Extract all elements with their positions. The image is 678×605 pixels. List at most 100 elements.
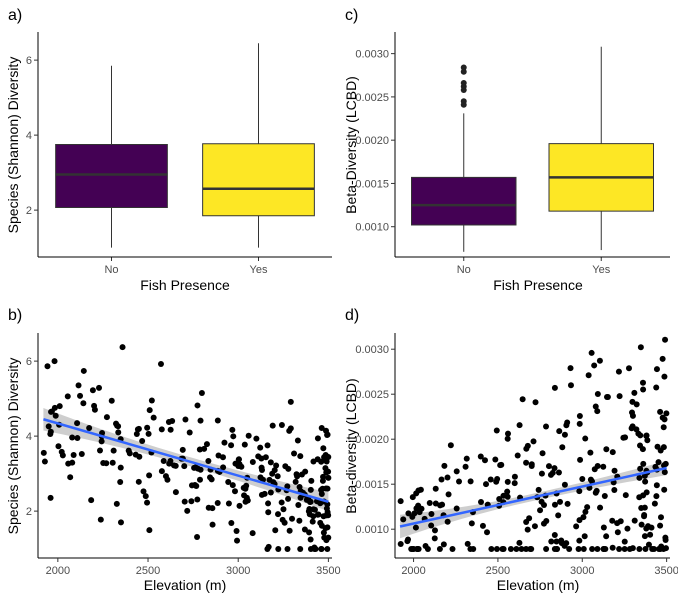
panel-b-point — [40, 449, 47, 456]
panel-b-point — [287, 398, 294, 405]
panel-d-point — [592, 489, 599, 496]
panel-d-point — [530, 438, 537, 445]
panel-b-point — [301, 526, 308, 533]
panel-d-point — [449, 546, 456, 552]
panel-d-point — [645, 541, 652, 548]
panel-d-point — [626, 546, 633, 552]
panel-b-point — [194, 496, 201, 503]
panel-b-point — [44, 363, 51, 370]
panel-d-point — [504, 478, 511, 485]
panel-d-point — [564, 500, 571, 507]
panel-b-point — [205, 504, 212, 511]
panel-d-point — [431, 535, 438, 542]
panel-b-point — [265, 509, 272, 516]
panel-d-point — [638, 505, 645, 512]
panel-d-point — [641, 533, 648, 540]
panel-d-point — [581, 533, 588, 540]
panel-d-point — [487, 476, 494, 483]
panel-d-point — [551, 501, 558, 508]
panel-b-point — [284, 546, 291, 552]
panel-d-point — [492, 456, 499, 463]
panel-d-point — [523, 519, 530, 526]
panel-b-point — [135, 478, 142, 485]
panel-b-point — [209, 521, 216, 528]
panel-b-point — [278, 422, 285, 429]
panel-b-point — [221, 439, 228, 446]
panel-b-point — [181, 498, 188, 505]
panel-d: d) 0.0010 0.0015 0.0020 0.0025 0.0030 2000 250… — [343, 307, 678, 593]
panel-b-point — [150, 414, 157, 421]
panel-d-point — [500, 492, 507, 499]
panel-d-point — [498, 461, 505, 468]
panel-b-point — [309, 518, 316, 525]
panel-b-point — [117, 464, 124, 471]
panel-d-point — [657, 408, 664, 415]
panel-d-point — [464, 540, 471, 547]
panel-d-point — [580, 514, 587, 521]
panel-b-trend-line — [43, 418, 329, 503]
panel-d-point — [549, 469, 556, 476]
panel-b-xlabel: Elevation (m) — [144, 577, 226, 593]
panel-d-point — [415, 546, 422, 552]
panel-d-point — [557, 498, 564, 505]
panel-d-point — [661, 469, 668, 476]
panel-d-label: d) — [345, 307, 359, 324]
panel-d-point — [662, 534, 669, 541]
panel-d-point — [573, 523, 580, 530]
panel-b-point — [48, 408, 55, 415]
panel-b-point — [192, 464, 199, 471]
panel-d-point — [511, 473, 518, 480]
panel-b-point — [325, 474, 332, 481]
panel-b-point — [249, 458, 256, 465]
panel-b-point — [238, 463, 245, 470]
panel-b-point — [113, 500, 120, 507]
panel-d-point — [657, 522, 664, 529]
panel-b-point — [145, 430, 152, 437]
panel-b-ytick-label: 6 — [26, 356, 32, 368]
panel-d-point — [412, 524, 419, 531]
panel-b: b) 2 4 6 2000 2500 3000 3500 Elevation (m) Spe… — [5, 307, 341, 593]
panel-b-point — [322, 465, 329, 472]
panel-d-point — [609, 449, 616, 456]
panel-d-point — [561, 481, 568, 488]
panel-d-point — [653, 384, 660, 391]
panel-b-point — [70, 451, 77, 458]
panel-b-point — [55, 443, 62, 450]
panel-c-ytick-label: 0.0015 — [355, 178, 389, 190]
panel-d-point — [556, 428, 563, 435]
panel-a-ytick-label: 6 — [26, 55, 32, 67]
panel-b-point — [296, 517, 303, 524]
panel-a: a) No Yes 2 4 6 Fish Presence Species (Shann… — [5, 7, 332, 293]
panel-b-point — [275, 546, 282, 552]
panel-d-point — [601, 492, 608, 499]
panel-d-point — [440, 541, 447, 548]
panel-b-point — [166, 460, 173, 467]
panel-d-point — [576, 420, 583, 427]
panel-d-point — [594, 408, 601, 415]
panel-b-point — [320, 529, 327, 536]
panel-d-point — [603, 533, 610, 540]
panel-d-point — [637, 442, 644, 449]
panel-d-point — [631, 389, 638, 396]
panel-d-point — [585, 372, 592, 379]
panel-d-point — [594, 546, 601, 552]
panel-d-plot-area: 0.0010 0.0015 0.0020 0.0025 0.0030 2000 2500 30… — [355, 333, 678, 577]
panel-b-point — [182, 416, 189, 423]
panel-d-point — [584, 504, 591, 511]
panel-b-point — [241, 492, 248, 499]
panel-d-point — [655, 546, 662, 552]
panel-b-point — [160, 458, 167, 465]
panel-b-point — [125, 447, 132, 454]
panel-d-point — [436, 546, 443, 552]
panel-d-point — [637, 344, 644, 351]
panel-b-point — [207, 474, 214, 481]
panel-b-point — [132, 451, 139, 458]
panel-d-point — [609, 517, 616, 524]
panel-b-point — [80, 367, 87, 374]
panel-b-point — [99, 429, 106, 436]
panel-d-point — [587, 476, 594, 483]
panel-d-point — [587, 449, 594, 456]
panel-d-point — [615, 368, 622, 375]
panel-b-point — [267, 489, 274, 496]
panel-c-xtick-label: No — [457, 264, 471, 276]
